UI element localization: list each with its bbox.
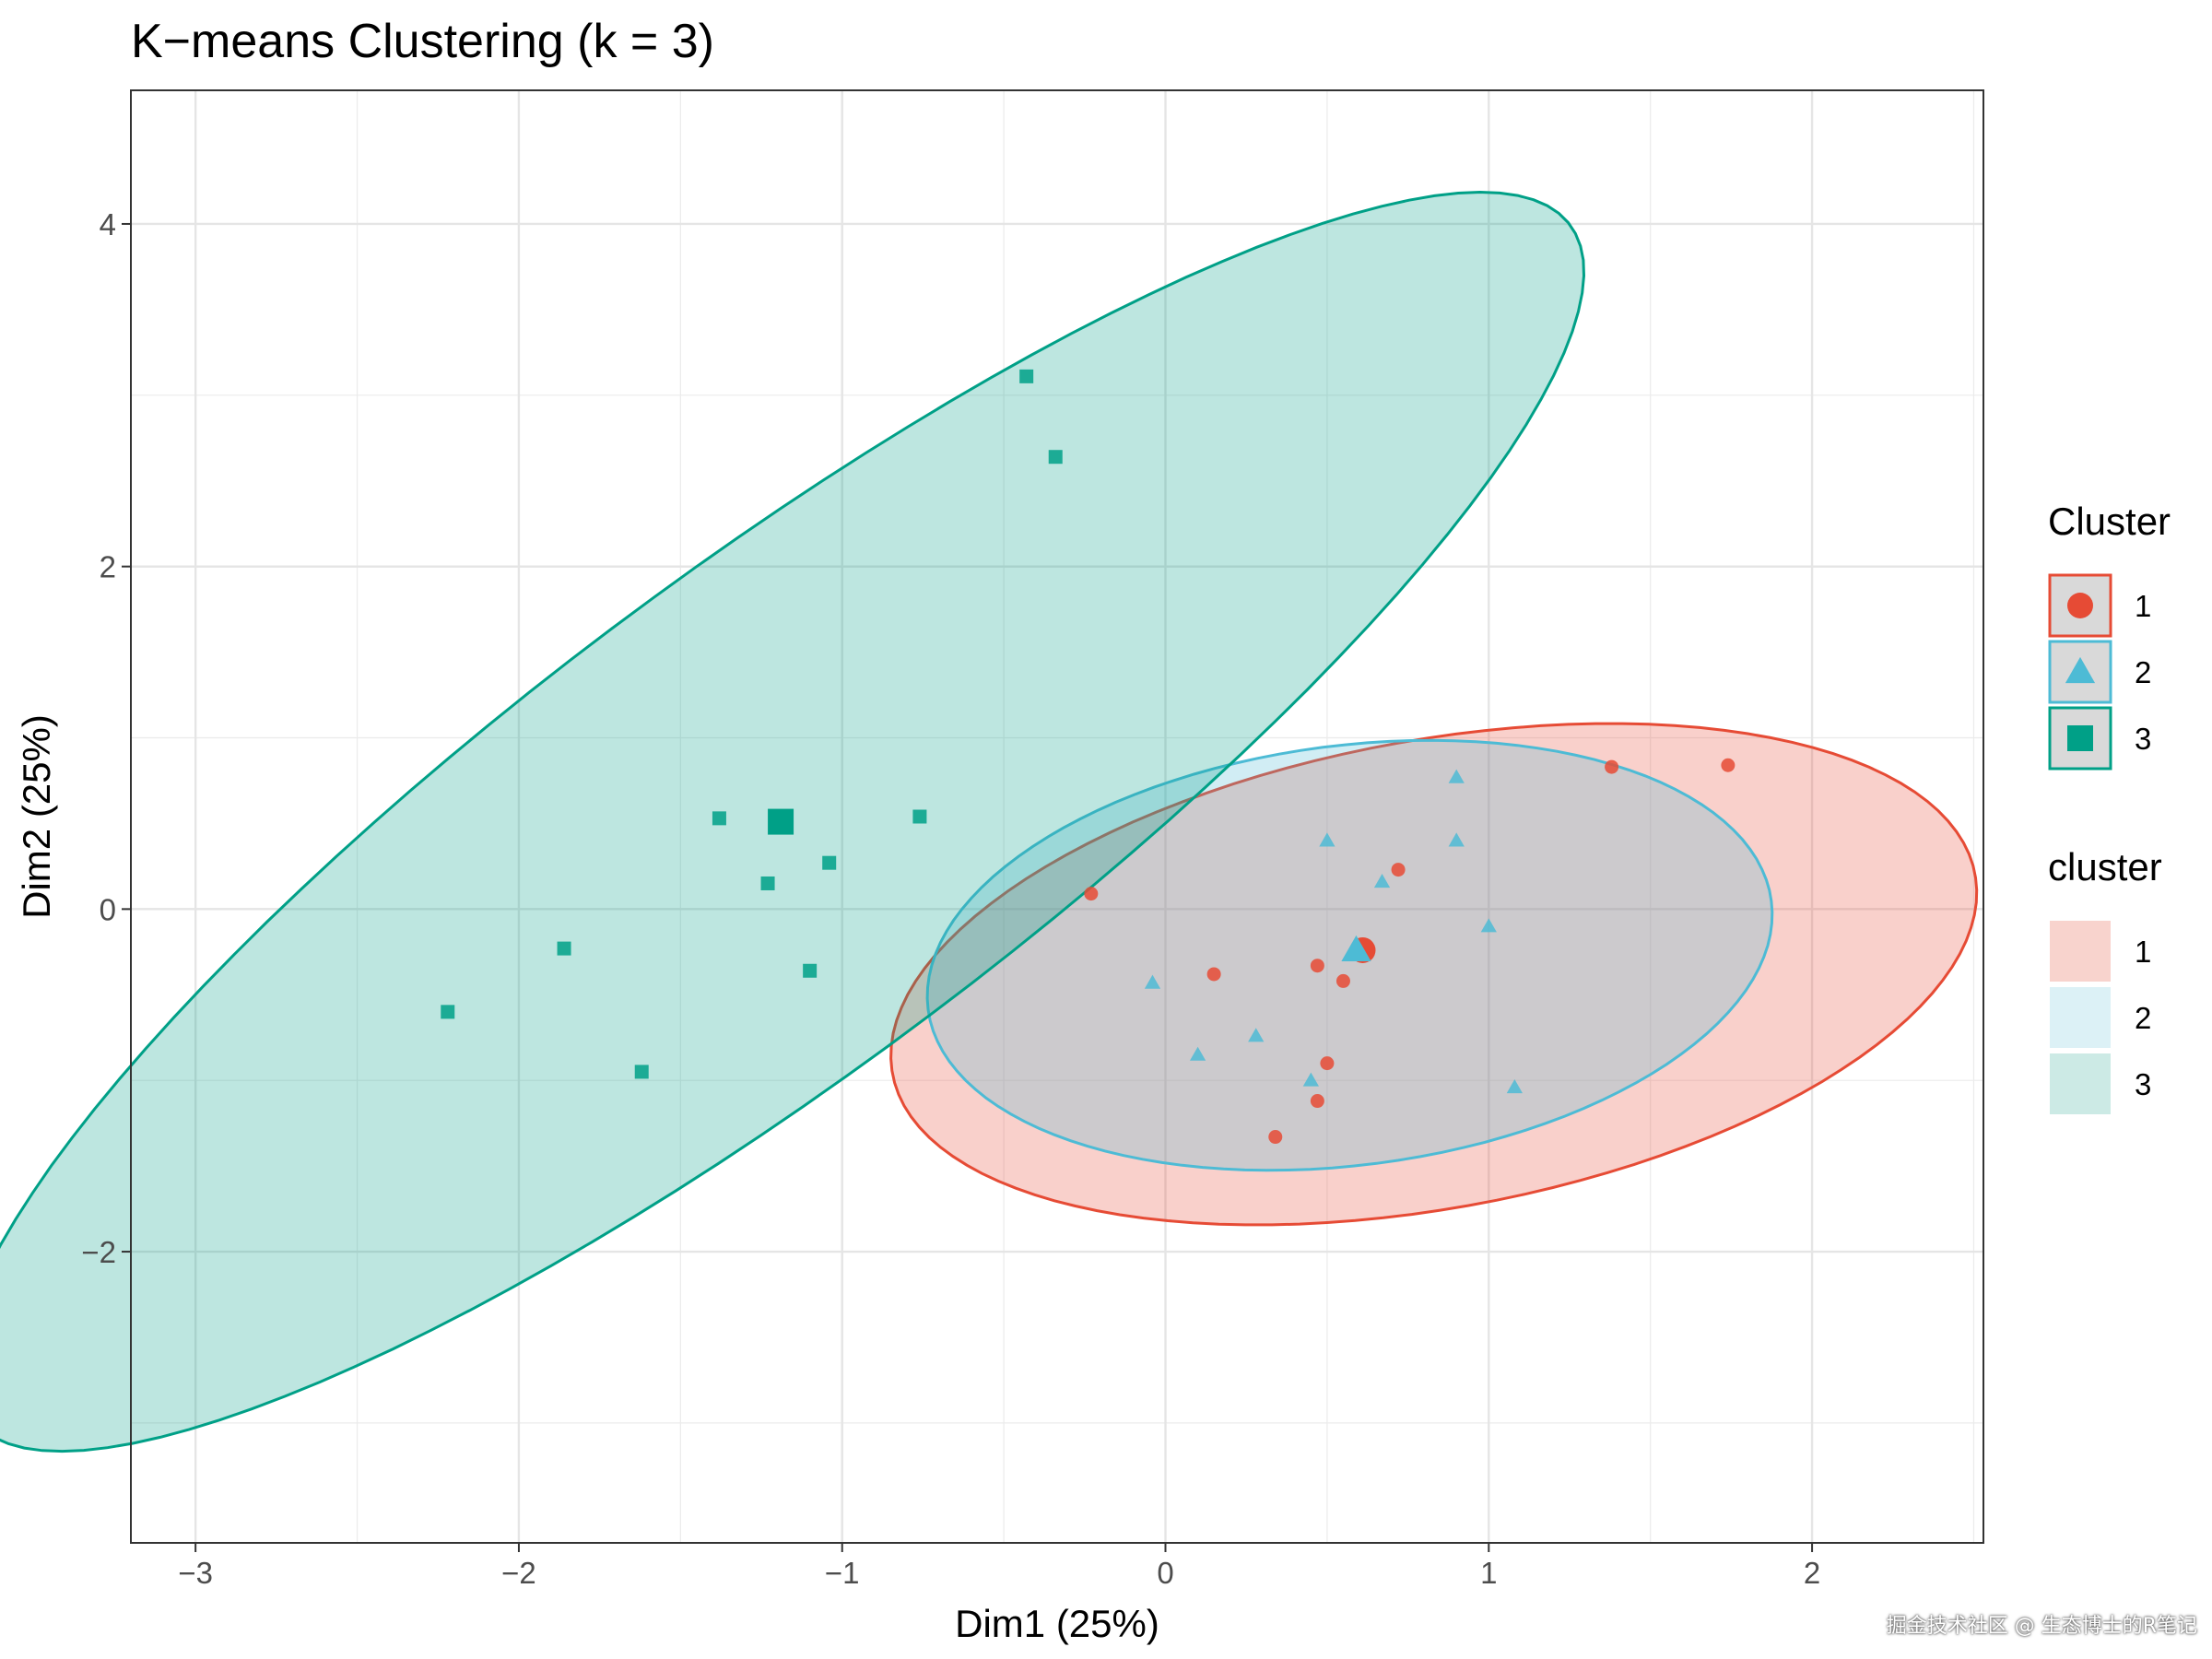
point-cluster-2 xyxy=(1144,974,1161,989)
y-tick-label: 2 xyxy=(100,550,116,584)
point-cluster-1 xyxy=(1084,887,1099,901)
legend-title: cluster xyxy=(2048,845,2162,888)
point-cluster-2 xyxy=(1480,918,1497,933)
legend-symbol-cluster-1 xyxy=(2067,593,2093,618)
legend-fill-cluster-3 xyxy=(2050,1053,2111,1114)
legend-label: 2 xyxy=(2135,1001,2151,1035)
x-tick-label: −2 xyxy=(501,1556,536,1590)
x-tick-label: −3 xyxy=(178,1556,213,1590)
point-cluster-1 xyxy=(1605,759,1619,774)
point-cluster-1 xyxy=(1335,973,1350,988)
point-cluster-3 xyxy=(712,811,726,826)
point-cluster-2 xyxy=(1189,1046,1206,1061)
y-tick-label: −2 xyxy=(81,1235,116,1269)
legend-label: 2 xyxy=(2135,655,2151,689)
panel-border xyxy=(130,89,1984,1544)
y-tick-label: 4 xyxy=(100,207,116,241)
panel-background xyxy=(131,90,1983,1543)
point-cluster-3 xyxy=(912,809,927,824)
point-cluster-1 xyxy=(1268,1130,1283,1145)
watermark: 掘金技术社区 @ 生态博士的R笔记 xyxy=(1886,1615,2197,1638)
point-cluster-3 xyxy=(1019,369,1034,383)
ellipse-cluster-1 xyxy=(889,722,1979,1227)
x-tick-label: 0 xyxy=(1157,1556,1173,1590)
point-cluster-2 xyxy=(1319,832,1335,847)
tick-layer: −3 −2 −1 0 1 2 −2 0 2 4 xyxy=(81,207,1820,1590)
legend-symbol-cluster-2 xyxy=(2065,656,2096,684)
point-cluster-1 xyxy=(1206,967,1221,982)
point-cluster-3 xyxy=(634,1065,649,1079)
legend-fill-cluster-1 xyxy=(2050,921,2111,982)
grid xyxy=(131,90,1983,1543)
point-cluster-2 xyxy=(1248,1028,1265,1042)
legend: Cluster 1 2 3 cluster 1 2 3 xyxy=(2048,500,2171,1114)
point-cluster-2 xyxy=(1448,769,1465,783)
legend-label: 1 xyxy=(2135,935,2151,969)
x-axis-title: Dim1 (25%) xyxy=(955,1602,1159,1645)
legend-label: 3 xyxy=(2135,722,2151,756)
y-axis-title: Dim2 (25%) xyxy=(15,714,58,919)
x-tick-label: −1 xyxy=(825,1556,860,1590)
y-tick-label: 0 xyxy=(100,892,116,926)
point-cluster-1 xyxy=(1310,1094,1324,1109)
x-tick-label: 1 xyxy=(1480,1556,1497,1590)
point-cluster-3 xyxy=(760,876,775,890)
point-cluster-1 xyxy=(1310,959,1324,973)
point-cluster-3 xyxy=(557,941,571,956)
point-cluster-3 xyxy=(803,963,818,978)
point-cluster-2 xyxy=(1448,832,1465,847)
point-cluster-3 xyxy=(1048,450,1063,465)
point-cluster-2 xyxy=(1302,1072,1319,1087)
centroid-cluster-3 xyxy=(768,808,794,835)
legend-symbol-cluster-3 xyxy=(2067,725,2093,751)
point-cluster-3 xyxy=(441,1005,455,1019)
point-cluster-1 xyxy=(1320,1056,1335,1071)
point-cluster-3 xyxy=(822,855,837,870)
legend-fill-cluster-2 xyxy=(2050,987,2111,1048)
centroid-cluster-2 xyxy=(1341,935,1371,962)
legend-title: Cluster xyxy=(2048,500,2171,543)
point-layer xyxy=(441,369,1735,1145)
point-cluster-2 xyxy=(1373,873,1391,888)
x-tick-label: 2 xyxy=(1804,1556,1820,1590)
legend-label: 3 xyxy=(2135,1067,2151,1101)
point-cluster-1 xyxy=(1721,758,1735,772)
legend-label: 1 xyxy=(2135,589,2151,623)
point-cluster-1 xyxy=(1391,863,1406,877)
point-cluster-2 xyxy=(1506,1079,1523,1094)
chart-title: K−means Clustering (k = 3) xyxy=(131,15,714,68)
